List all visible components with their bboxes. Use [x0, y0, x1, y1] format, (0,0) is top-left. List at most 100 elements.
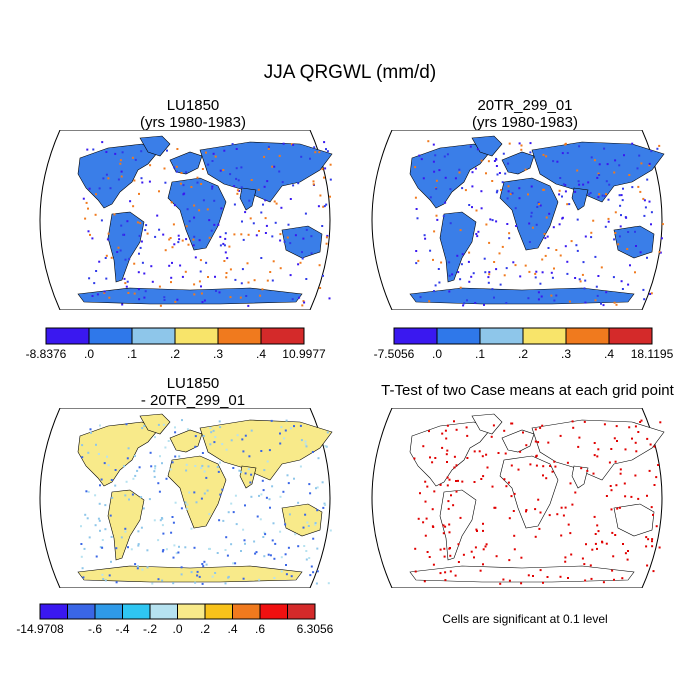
grid-cell	[174, 455, 177, 458]
grid-cell	[223, 260, 226, 262]
grid-cell	[319, 194, 322, 197]
grid-cell	[161, 462, 163, 465]
grid-cell	[97, 517, 100, 520]
grid-cell	[205, 261, 208, 264]
grid-cell	[86, 517, 89, 520]
colorbar-swatch	[393, 327, 438, 345]
grid-cell	[535, 464, 538, 467]
grid-cell	[171, 461, 174, 464]
grid-cell	[185, 463, 188, 466]
grid-cell	[508, 517, 511, 520]
grid-cell	[515, 225, 518, 227]
grid-cell	[616, 507, 619, 510]
grid-cell	[279, 267, 282, 270]
grid-cell	[157, 539, 160, 542]
grid-cell	[478, 450, 481, 453]
grid-cell	[107, 232, 110, 235]
grid-cell	[605, 291, 608, 294]
grid-cell	[271, 279, 274, 282]
grid-cell	[545, 216, 548, 219]
grid-cell	[224, 237, 227, 240]
grid-cell	[302, 237, 305, 240]
grid-cell	[238, 469, 241, 472]
grid-cell	[634, 425, 637, 428]
grid-cell	[322, 205, 325, 208]
grid-cell	[325, 445, 328, 448]
grid-cell	[145, 224, 148, 227]
grid-cell	[537, 441, 540, 444]
panel-title-line2: - 20TR_299_01	[140, 392, 246, 409]
grid-cell	[245, 295, 248, 297]
grid-cell	[559, 575, 562, 578]
grid-cell	[139, 246, 142, 249]
grid-cell	[512, 261, 515, 264]
grid-cell	[98, 519, 101, 522]
grid-cell	[648, 162, 651, 165]
grid-cell	[582, 183, 585, 186]
grid-cell	[99, 424, 101, 427]
grid-cell	[163, 167, 166, 170]
grid-cell	[181, 419, 183, 422]
grid-cell	[255, 234, 258, 237]
colorbar-tick-label: .2	[200, 622, 210, 636]
grid-cell	[658, 546, 661, 549]
grid-cell	[158, 490, 161, 493]
grid-cell	[586, 469, 589, 472]
grid-cell	[271, 485, 274, 488]
colorbar-swatch	[67, 603, 96, 620]
grid-cell	[299, 261, 302, 264]
grid-cell	[539, 569, 542, 572]
grid-cell	[285, 564, 287, 566]
grid-cell	[626, 248, 629, 250]
grid-cell	[468, 280, 471, 283]
grid-cell	[511, 192, 514, 195]
grid-cell	[466, 457, 469, 459]
grid-cell	[244, 542, 246, 545]
grid-cell	[493, 296, 495, 299]
grid-cell	[181, 275, 184, 278]
grid-cell	[595, 285, 598, 288]
grid-cell	[184, 270, 187, 273]
grid-cell	[95, 270, 98, 272]
grid-cell	[136, 567, 139, 570]
grid-cell	[493, 261, 496, 263]
grid-cell	[263, 555, 266, 558]
grid-cell	[314, 523, 317, 526]
colorbar-swatch	[204, 603, 233, 620]
grid-cell	[285, 573, 288, 576]
grid-cell	[240, 166, 243, 169]
grid-cell	[580, 467, 583, 470]
grid-cell	[80, 555, 83, 558]
grid-cell	[207, 465, 210, 468]
grid-cell	[432, 143, 435, 146]
grid-cell	[424, 480, 427, 483]
grid-cell	[98, 260, 101, 263]
grid-cell	[442, 524, 445, 527]
grid-cell	[489, 218, 492, 221]
grid-cell	[326, 431, 329, 434]
grid-cell	[269, 554, 272, 557]
grid-cell	[520, 144, 523, 147]
grid-cell	[575, 244, 578, 247]
grid-cell	[428, 556, 431, 558]
grid-cell	[138, 192, 140, 195]
grid-cell	[323, 176, 325, 179]
grid-cell	[422, 177, 425, 180]
grid-cell	[537, 201, 540, 204]
grid-cell	[227, 575, 230, 578]
grid-cell	[539, 511, 542, 514]
grid-cell	[202, 565, 205, 568]
grid-cell	[518, 197, 521, 200]
grid-cell	[286, 236, 289, 239]
grid-cell	[258, 230, 260, 232]
grid-cell	[501, 245, 504, 248]
grid-cell	[309, 574, 312, 577]
grid-cell	[434, 154, 437, 157]
grid-cell	[127, 546, 129, 549]
grid-cell	[574, 277, 577, 279]
grid-cell	[186, 503, 189, 506]
grid-cell	[143, 424, 146, 427]
grid-cell	[619, 204, 622, 207]
grid-cell	[447, 500, 450, 503]
grid-cell	[137, 288, 140, 291]
